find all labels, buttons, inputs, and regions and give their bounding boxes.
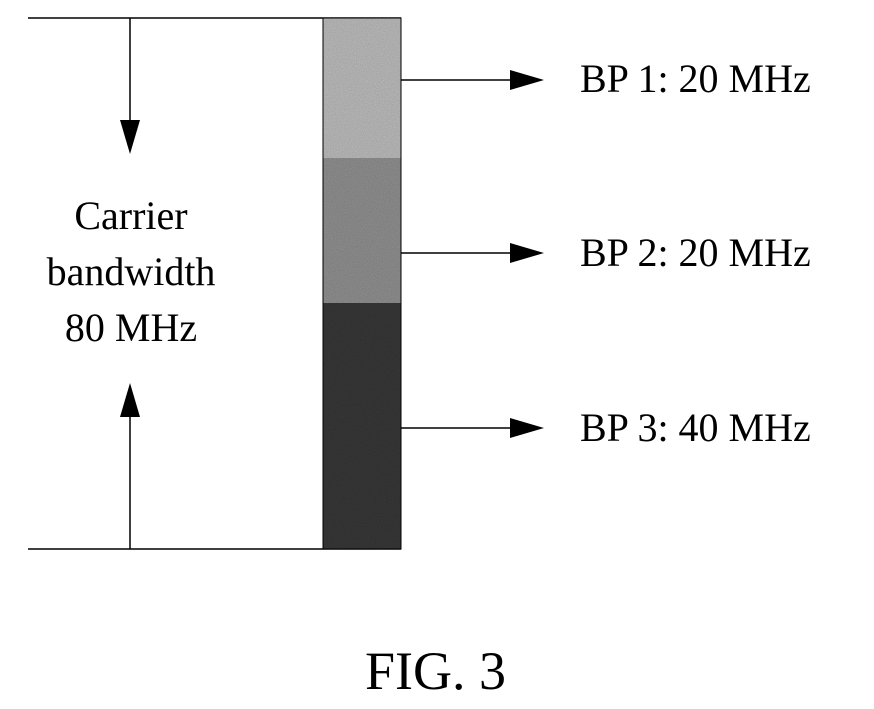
carrier-label-line-3: 80 MHz	[8, 300, 254, 356]
bp1-block	[323, 18, 401, 158]
bp1-label: BP 1: 20 MHz	[580, 55, 811, 102]
figure-caption: FIG. 3	[365, 640, 506, 702]
carrier-down-arrow-head	[120, 120, 140, 154]
carrier-label-line-2: bandwidth	[8, 244, 254, 300]
bp2-label: BP 2: 20 MHz	[580, 229, 811, 276]
bp2-arrow-head	[510, 243, 544, 263]
bp2-block	[323, 158, 401, 303]
bp3-arrow-head	[510, 418, 544, 438]
bp3-block	[323, 303, 401, 549]
carrier-up-arrow-head	[120, 383, 140, 417]
carrier-bandwidth-label: Carrier bandwidth 80 MHz	[8, 188, 254, 356]
bp1-arrow-head	[510, 70, 544, 90]
bp3-label: BP 3: 40 MHz	[580, 404, 811, 451]
carrier-label-line-1: Carrier	[8, 188, 254, 244]
